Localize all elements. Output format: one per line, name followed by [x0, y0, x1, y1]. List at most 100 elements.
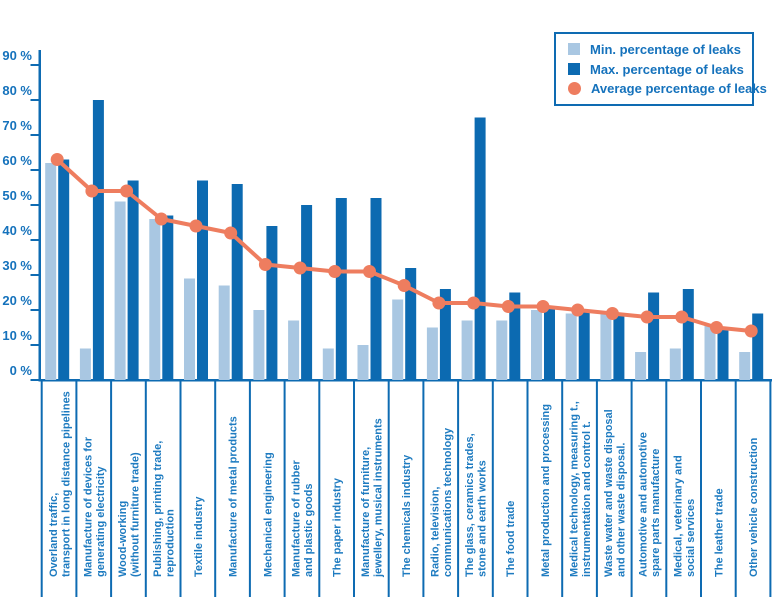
min-percentage-bar — [565, 313, 577, 380]
category-label: The chemicals industry — [401, 454, 413, 577]
category-separator-line — [248, 381, 251, 597]
min-percentage-bar — [669, 348, 681, 380]
y-axis-line — [38, 50, 41, 381]
min-percentage-bar — [184, 278, 195, 380]
y-axis-tick — [30, 64, 39, 66]
max-percentage-bar — [335, 198, 347, 380]
y-tick-label: 40 % — [2, 223, 32, 238]
max-percentage-bar — [544, 306, 555, 380]
y-axis-tick — [30, 379, 39, 381]
max-percentage-bar — [301, 205, 313, 380]
legend-label-max: Max. percentage of leaks — [590, 61, 744, 77]
average-line — [55, 158, 752, 333]
category-label: Other vehicle construction — [748, 437, 760, 577]
min-percentage-bar — [461, 320, 473, 380]
y-tick-label: 10 % — [2, 328, 32, 343]
category-separator-line — [700, 381, 702, 597]
category-label: Radio, television,communications technol… — [430, 427, 455, 577]
category-label: Manufacture of rubberand plastic goods — [291, 460, 316, 577]
category-label: The glass, ceramics trades,stone and ear… — [464, 433, 489, 577]
max-percentage-bar — [509, 292, 521, 380]
y-axis-tick — [30, 99, 39, 101]
min-percentage-bar — [392, 299, 404, 380]
category-separator-line — [144, 381, 147, 597]
category-label: Metal production and processing — [540, 404, 552, 577]
category-label: The food trade — [505, 501, 517, 577]
average-point — [710, 321, 723, 334]
category-label: The paper industry — [332, 477, 344, 577]
category-separator-line — [595, 381, 598, 597]
max-percentage-bar — [578, 310, 590, 380]
y-axis-tick — [30, 134, 39, 136]
max-percentage-bar — [231, 184, 243, 380]
average-point — [293, 261, 307, 275]
category-separator-line — [318, 381, 321, 597]
min-percentage-bar — [739, 352, 751, 380]
category-separator-line — [353, 381, 355, 597]
min-leaks-swatch-icon — [568, 43, 580, 56]
legend-label-avg: Average percentage of leaks — [591, 81, 767, 97]
min-percentage-bar — [531, 310, 542, 380]
y-axis-tick — [30, 204, 39, 206]
y-axis-tick — [30, 239, 39, 241]
y-axis-tick — [30, 344, 39, 346]
average-point — [571, 303, 585, 317]
category-label: Publishing, printing trade,reproduction — [152, 441, 177, 577]
category-label: Overland traffic,transport in long dista… — [48, 391, 73, 577]
average-point — [189, 219, 203, 233]
category-separator-line — [422, 381, 425, 597]
category-label: Mechanical engineering — [262, 452, 274, 577]
category-label: Automotive and automotivespare parts man… — [638, 432, 663, 577]
max-percentage-bar — [613, 313, 625, 380]
category-separator-line — [110, 381, 113, 597]
category-separator-line — [769, 381, 772, 597]
min-percentage-bar — [357, 345, 369, 380]
category-label: Waste water and waste disposaland other … — [603, 409, 628, 577]
category-label: Manufacture of furniture,jewellery, musi… — [360, 418, 385, 578]
legend-box: Min. percentage of leaks Max. percentage… — [554, 32, 767, 106]
category-separator-line — [214, 381, 217, 597]
min-percentage-bar — [114, 201, 126, 380]
y-tick-label: 30 % — [2, 258, 32, 273]
category-separator-line — [491, 381, 494, 597]
y-tick-label: 60 % — [2, 153, 32, 168]
legend-label-min: Min. percentage of leaks — [590, 41, 741, 57]
y-axis-tick — [30, 169, 39, 171]
category-label: Textile industry — [193, 496, 205, 577]
min-percentage-bar — [322, 348, 334, 380]
max-percentage-bar — [682, 289, 694, 380]
y-tick-label: 20 % — [2, 293, 32, 308]
category-separator-line — [179, 381, 182, 597]
average-point — [224, 226, 238, 240]
average-point — [363, 265, 376, 278]
max-percentage-bar — [370, 198, 382, 380]
max-percentage-bar — [717, 327, 729, 380]
avg-leaks-dot-icon — [568, 82, 581, 96]
average-point — [501, 300, 515, 313]
average-point — [120, 184, 134, 198]
y-tick-label: 70 % — [2, 118, 32, 133]
category-separator-line — [75, 381, 78, 597]
max-percentage-bar — [92, 100, 104, 380]
average-point — [328, 265, 342, 278]
legend-item-min: Min. percentage of leaks — [568, 42, 752, 57]
average-point — [397, 279, 411, 292]
average-point — [536, 300, 550, 313]
category-label: Wood-working(without furniture trade) — [117, 452, 142, 577]
min-percentage-bar — [79, 348, 91, 380]
average-point — [85, 184, 99, 198]
min-percentage-bar — [704, 324, 716, 380]
max-leaks-swatch-icon — [568, 63, 580, 75]
legend-item-max: Max. percentage of leaks — [568, 62, 752, 77]
legend-item-avg: Average percentage of leaks — [568, 81, 767, 96]
category-label: Manufacture of devices forgenerating ele… — [83, 436, 108, 577]
category-separator-line — [561, 381, 564, 597]
category-separator-line — [526, 381, 529, 597]
y-tick-label: 0 % — [10, 363, 33, 378]
average-point — [675, 310, 689, 324]
category-separator-line — [734, 381, 737, 597]
category-separator-line — [283, 381, 286, 597]
max-percentage-bar — [127, 180, 139, 380]
